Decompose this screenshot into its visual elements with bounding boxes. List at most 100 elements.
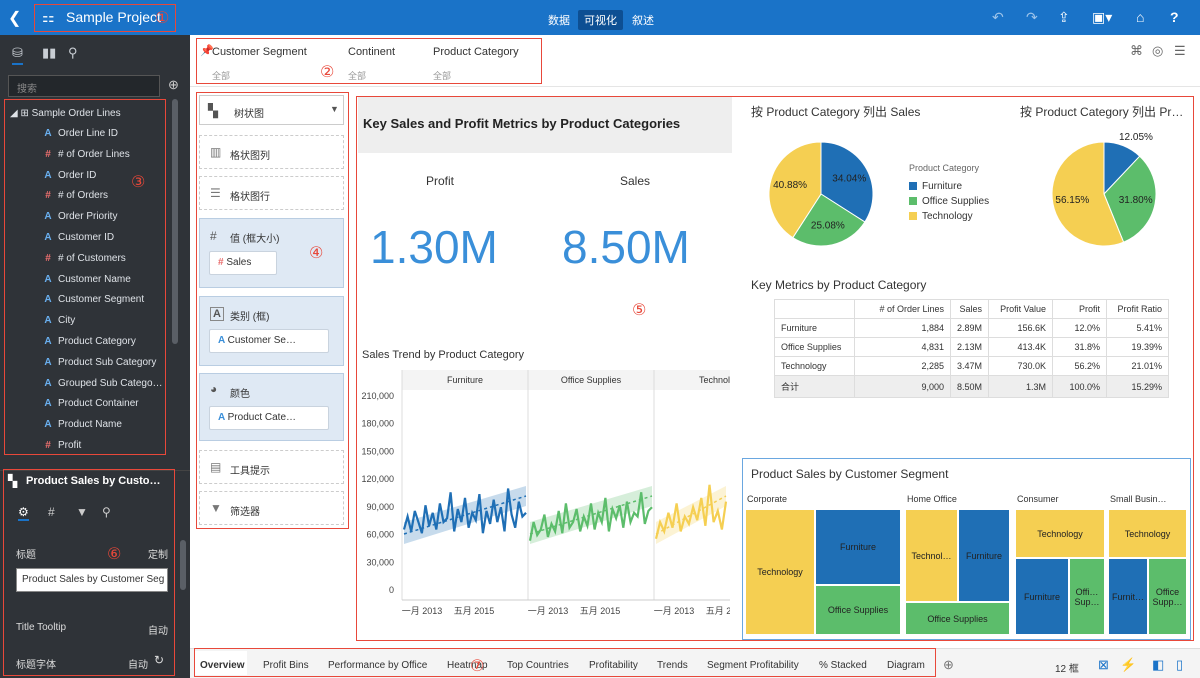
filter-continent[interactable]: Continent <box>348 46 396 58</box>
tooltip-drop[interactable]: ▤ 工具提示 <box>199 450 344 484</box>
add-canvas-icon[interactable]: ⊕ <box>943 657 954 672</box>
sales-trend-line[interactable] <box>654 484 728 540</box>
treemap-frame[interactable] <box>742 458 1191 640</box>
table-header[interactable] <box>774 299 855 319</box>
dataset-node[interactable]: ◢ ⊞ Sample Order Lines <box>10 108 121 119</box>
treemap-cell[interactable]: Furniture <box>958 509 1010 602</box>
table-header[interactable]: Profit Ratio <box>1106 299 1170 319</box>
trellis-columns-drop[interactable]: ▥ 格状图列 <box>199 135 344 169</box>
canvas-tab[interactable]: Overview <box>200 660 245 671</box>
layout-toggle-icon[interactable]: ▯ <box>1176 657 1184 672</box>
color-drop[interactable]: ◕ 颜色 A Product Cate… <box>199 373 344 441</box>
mode-visualize-tab[interactable]: 可视化 <box>578 10 623 30</box>
home-icon[interactable]: ⌂ <box>1136 9 1145 25</box>
treemap-cell[interactable]: Technology <box>1108 509 1187 558</box>
filter-customer-segment[interactable]: Customer Segment <box>212 46 307 58</box>
data-element-item[interactable]: Order ID <box>58 169 97 181</box>
data-element-item[interactable]: Customer Name <box>58 273 131 285</box>
project-title[interactable]: Sample Project <box>66 9 161 25</box>
add-icon[interactable]: ⊕ <box>168 77 179 92</box>
data-element-item[interactable]: Customer ID <box>58 232 115 243</box>
customer-segment-pill[interactable]: A Customer Se… <box>209 329 329 353</box>
data-element-item[interactable]: Order Line ID <box>58 128 119 139</box>
filter-product-category[interactable]: Product Category <box>433 46 519 58</box>
treemap-cell[interactable]: Furniture <box>1015 558 1069 635</box>
panel-toggle-icon[interactable]: ◧ <box>1152 657 1165 672</box>
help-icon[interactable]: ? <box>1170 9 1179 25</box>
back-icon[interactable]: ❮ <box>8 10 22 27</box>
search-input[interactable]: 搜索 <box>8 75 160 97</box>
pie-slice[interactable] <box>1051 141 1125 247</box>
table-header[interactable]: # of Order Lines <box>854 299 951 319</box>
redo-icon[interactable]: ↷ <box>1026 9 1038 25</box>
filter-drop[interactable]: ▼ 筛选器 <box>199 491 344 525</box>
canvas-tab[interactable]: Top Countries <box>507 660 569 671</box>
analytics-props-icon[interactable]: ⚲ <box>102 505 111 519</box>
treemap-cell[interactable]: Technol… <box>905 509 958 602</box>
props-scrollbar[interactable] <box>180 540 186 590</box>
pie-slice[interactable] <box>792 193 866 247</box>
data-element-item[interactable]: Product Name <box>58 419 122 431</box>
filter-product-category-value[interactable]: 全部 <box>433 71 452 81</box>
treemap-cell[interactable]: Furniture <box>815 509 901 585</box>
data-elements-icon[interactable]: ⛁ <box>12 45 23 65</box>
trellis-rows-drop[interactable]: ☰ 格状图行 <box>199 176 344 210</box>
treemap-cell[interactable]: Furnit… <box>1108 558 1148 635</box>
filter-customer-segment-value[interactable]: 全部 <box>212 71 231 81</box>
canvas-tab[interactable]: Heatmap <box>447 660 488 671</box>
sales-pill[interactable]: # Sales <box>209 251 277 275</box>
canvas-tab[interactable]: Trends <box>657 660 688 671</box>
reset-icon[interactable]: ↻ <box>154 653 165 667</box>
save-icon[interactable]: ▣▾ <box>1092 9 1113 25</box>
treemap-cell[interactable]: Offi… Sup… <box>1069 558 1105 635</box>
filter-continent-value[interactable]: 全部 <box>348 71 367 81</box>
treemap-cell[interactable]: Office Supplies <box>815 585 901 635</box>
data-element-item[interactable]: Grouped Sub Catego… <box>58 377 163 389</box>
table-header[interactable]: Sales <box>949 299 990 319</box>
data-element-item[interactable]: Customer Segment <box>58 294 145 306</box>
tree-scrollbar[interactable] <box>172 99 178 344</box>
data-element-item[interactable]: Product Container <box>58 398 139 410</box>
undo-icon[interactable]: ↶ <box>992 9 1004 25</box>
data-element-item[interactable]: Product Sub Category <box>58 356 157 368</box>
expand-icon[interactable]: ◢ ⊞ <box>10 108 32 119</box>
grammar-icon[interactable]: ⌘ <box>1130 43 1143 58</box>
title-font-mode[interactable]: 自动 <box>128 660 148 671</box>
viz-type-select[interactable]: ▚ 树状图 ▼ <box>199 95 344 125</box>
canvas-tab[interactable]: Segment Profitability <box>707 660 799 671</box>
data-element-item[interactable]: Profit <box>58 440 82 451</box>
sales-trend-line[interactable] <box>528 492 653 541</box>
auto-layout-icon[interactable]: ⊠ <box>1098 657 1109 672</box>
title-input[interactable]: Product Sales by Customer Seg <box>16 568 168 592</box>
canvas-tab[interactable]: Profitability <box>589 660 638 671</box>
table-header[interactable]: Profit <box>1052 299 1108 319</box>
pie-slice[interactable] <box>768 141 822 239</box>
product-category-pill[interactable]: A Product Cate… <box>209 406 329 430</box>
canvas-tab[interactable]: % Stacked <box>819 660 867 671</box>
category-drop[interactable]: A 类别 (框) A Customer Se… <box>199 296 344 366</box>
data-element-item[interactable]: # of Customers <box>58 252 126 264</box>
data-element-item[interactable]: # of Order Lines <box>58 148 130 160</box>
treemap-cell[interactable]: Technology <box>1015 509 1105 558</box>
refresh-icon[interactable]: ⚡ <box>1120 657 1137 672</box>
data-element-item[interactable]: # of Orders <box>58 190 109 202</box>
treemap-cell[interactable]: Office Supp… <box>1148 558 1187 635</box>
title-tooltip-mode[interactable]: 自动 <box>148 626 168 637</box>
data-element-item[interactable]: Order Priority <box>58 211 118 223</box>
mode-narrate-tab[interactable]: 叙述 <box>632 15 654 27</box>
visualizations-icon[interactable]: ▮▮ <box>42 45 57 60</box>
general-props-icon[interactable]: ⚙ <box>18 505 29 521</box>
data-element-item[interactable]: Product Category <box>58 336 136 347</box>
axis-props-icon[interactable]: # <box>48 505 55 519</box>
mode-data-tab[interactable]: 数据 <box>548 15 570 27</box>
pin-icon[interactable]: 📌 <box>200 45 214 57</box>
treemap-cell[interactable]: Technology <box>745 509 815 635</box>
canvas-tab[interactable]: Performance by Office <box>328 660 428 671</box>
treemap-cell[interactable]: Office Supplies <box>905 602 1010 635</box>
export-icon[interactable]: ⇪ <box>1058 9 1070 25</box>
canvas-tab[interactable]: Diagram <box>887 660 925 671</box>
insights-icon[interactable]: ◎ <box>1152 43 1164 58</box>
table-header[interactable]: Profit Value <box>988 299 1054 319</box>
sales-trend-line[interactable] <box>402 488 527 534</box>
value-drop[interactable]: # 值 (框大小) # Sales <box>199 218 344 288</box>
